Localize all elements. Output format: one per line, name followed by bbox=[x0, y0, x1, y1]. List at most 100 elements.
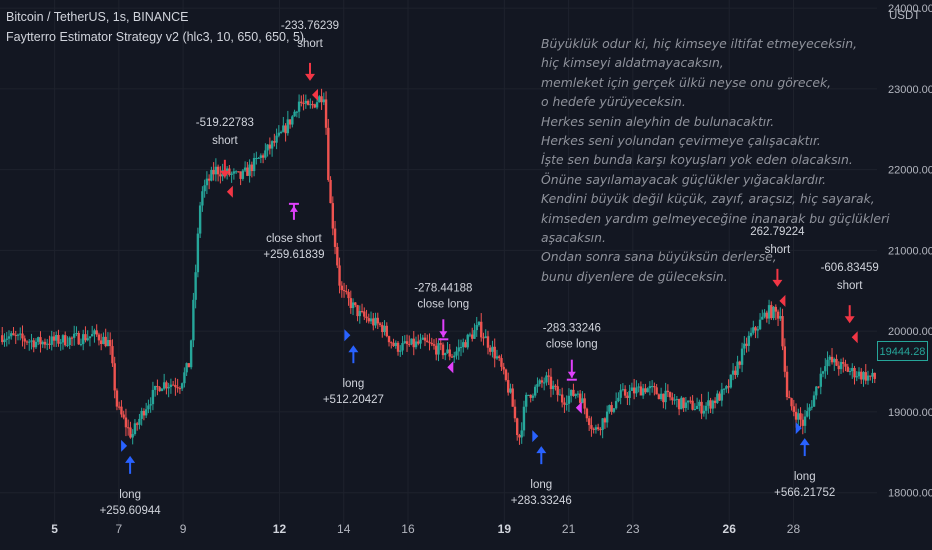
candle-body bbox=[578, 393, 582, 403]
candle-body bbox=[522, 406, 526, 431]
signal-label: short bbox=[297, 38, 323, 50]
candle-body bbox=[133, 423, 137, 435]
candle-body bbox=[655, 387, 658, 395]
candle-body bbox=[551, 385, 555, 390]
candle-body bbox=[812, 395, 816, 407]
candle-body bbox=[583, 398, 586, 409]
candle-body bbox=[338, 265, 341, 286]
candle-body bbox=[860, 371, 863, 380]
candle-body bbox=[55, 335, 58, 341]
candle-body bbox=[815, 386, 818, 396]
candle-body bbox=[156, 385, 159, 388]
candle-body bbox=[160, 388, 164, 392]
candle-body bbox=[466, 334, 469, 348]
y-tick-label: 22000.00 bbox=[888, 165, 932, 177]
candle-body bbox=[32, 340, 35, 348]
candle-body bbox=[601, 418, 604, 430]
candle-body bbox=[158, 387, 161, 392]
candle-body bbox=[639, 386, 643, 396]
candle-body bbox=[871, 372, 874, 377]
candle-body bbox=[797, 413, 800, 420]
candle-body bbox=[441, 344, 445, 356]
symbol-title[interactable]: Bitcoin / TetherUS, 1s, BINANCE bbox=[6, 10, 189, 24]
candle-body bbox=[192, 299, 195, 341]
entry-marker bbox=[532, 430, 539, 443]
poem-line: o hedefe yürüyeceksin. bbox=[541, 94, 686, 110]
candle-body bbox=[612, 408, 616, 412]
candle-body bbox=[104, 336, 107, 347]
candle-body bbox=[37, 337, 40, 342]
candle-body bbox=[576, 393, 580, 395]
candle-body bbox=[599, 429, 602, 431]
entry-marker bbox=[779, 294, 786, 307]
candle-body bbox=[327, 127, 330, 180]
short-arrow-head bbox=[772, 279, 783, 287]
candle-body bbox=[365, 316, 368, 319]
poem-line: Herkes senin aleyhin de bulunacaktır. bbox=[541, 113, 775, 129]
candle-body bbox=[304, 100, 308, 104]
candle-body bbox=[428, 342, 431, 344]
candle-body bbox=[542, 382, 546, 384]
candle-body bbox=[320, 96, 323, 103]
candle-body bbox=[324, 99, 328, 128]
candle-body bbox=[801, 419, 804, 426]
candle-body bbox=[201, 191, 204, 206]
candle-body bbox=[291, 116, 294, 125]
poem-line: Ondan sonra sana büyüksün derlerse, bbox=[541, 249, 777, 265]
candle-body bbox=[765, 312, 769, 319]
candle-body bbox=[446, 349, 449, 354]
candle-body bbox=[387, 336, 391, 343]
candlestick-series bbox=[1, 88, 876, 445]
signal-value: -606.83459 bbox=[821, 262, 879, 274]
candle-body bbox=[282, 125, 285, 132]
candle-body bbox=[781, 316, 784, 347]
candle-body bbox=[228, 168, 231, 175]
candle-body bbox=[86, 338, 89, 341]
candle-body bbox=[770, 305, 773, 319]
candle-body bbox=[664, 390, 667, 403]
candle-body bbox=[610, 405, 613, 412]
candle-body bbox=[500, 358, 503, 367]
poem-line: Herkes seni yolundan çevirmeye çalışacak… bbox=[541, 133, 821, 149]
candle-body bbox=[331, 203, 335, 229]
candle-body bbox=[846, 366, 849, 372]
candle-body bbox=[264, 150, 267, 158]
candle-body bbox=[837, 365, 840, 370]
candle-body bbox=[513, 406, 517, 419]
candle-body bbox=[659, 393, 663, 400]
signal-value: -278.44188 bbox=[414, 282, 472, 294]
long-arrow-head bbox=[536, 446, 547, 454]
signal-value: 262.79224 bbox=[750, 226, 805, 238]
candle-body bbox=[592, 428, 595, 430]
candle-body bbox=[113, 363, 116, 391]
candle-body bbox=[39, 337, 42, 345]
candle-body bbox=[84, 334, 87, 341]
entry-marker bbox=[795, 422, 802, 435]
candle-body bbox=[410, 338, 413, 345]
candle-body bbox=[196, 233, 200, 273]
signal-label: long bbox=[530, 479, 552, 491]
candle-body bbox=[108, 340, 112, 347]
candle-body bbox=[749, 332, 753, 336]
price-axis: 18000.00 19000.00 20000.00 21000.00 22000.00… bbox=[888, 3, 932, 500]
candle-body bbox=[167, 386, 170, 389]
candle-body bbox=[695, 405, 699, 410]
last-price-badge: 19444.28 bbox=[877, 341, 928, 361]
candle-body bbox=[603, 418, 607, 423]
candle-body bbox=[376, 317, 379, 324]
strategy-title[interactable]: Faytterro Estimator Strategy v2 (hlc3, 1… bbox=[6, 30, 305, 44]
candle-body bbox=[779, 316, 782, 319]
candle-body bbox=[439, 343, 442, 345]
candle-body bbox=[448, 349, 451, 357]
candle-body bbox=[360, 310, 364, 312]
candle-body bbox=[241, 170, 245, 179]
candle-body bbox=[752, 327, 755, 333]
candle-body bbox=[630, 387, 634, 391]
close-marker-head bbox=[289, 205, 298, 212]
candle-body bbox=[239, 171, 242, 179]
candle-body bbox=[489, 347, 492, 352]
candle-body bbox=[646, 388, 649, 393]
candle-body bbox=[554, 385, 557, 387]
candle-body bbox=[533, 386, 537, 396]
